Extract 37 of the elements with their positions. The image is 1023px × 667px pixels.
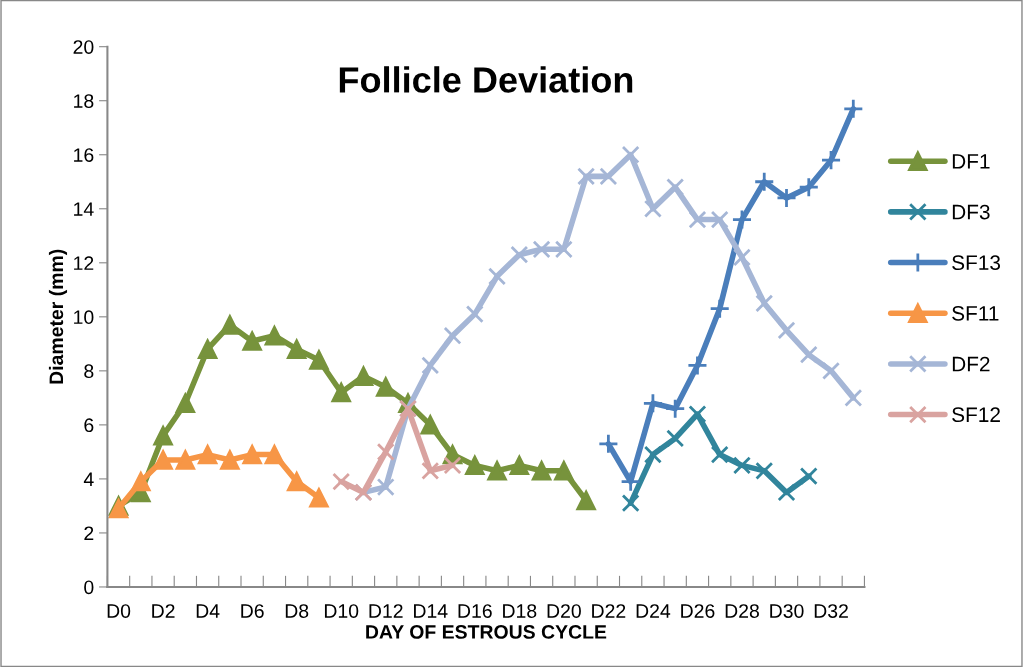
y-tick-label: 20 <box>73 40 94 54</box>
x-tick-label: D30 <box>770 604 804 618</box>
legend-label: DF2 <box>952 356 990 372</box>
x-axis-title: DAY OF ESTROUS CYCLE <box>366 625 607 639</box>
x-tick-label: D22 <box>592 604 626 618</box>
legend-label: SF12 <box>952 407 1000 423</box>
y-tick-label: 18 <box>74 94 94 108</box>
y-tick-label: 6 <box>84 418 94 433</box>
x-tick-label: D8 <box>285 604 309 618</box>
y-tick-label: 2 <box>84 526 94 540</box>
y-tick-label: 16 <box>74 148 94 162</box>
y-tick-label: 8 <box>84 364 94 379</box>
y-tick-label: 14 <box>74 202 94 216</box>
y-tick-label: 4 <box>83 472 94 486</box>
x-tick-label: D4 <box>196 604 220 618</box>
x-tick-label: D14 <box>414 604 448 618</box>
y-tick-label: 10 <box>74 310 94 325</box>
x-tick-label: D24 <box>636 604 671 618</box>
x-tick-label: D6 <box>241 604 264 618</box>
legend-label: SF13 <box>952 255 1001 271</box>
legend-label: SF11 <box>952 305 999 321</box>
x-tick-label: D2 <box>152 604 175 618</box>
y-tick-label: 12 <box>74 256 94 270</box>
chart-title: Follicle Deviation <box>339 66 633 93</box>
legend-label: DF1 <box>952 154 990 169</box>
x-tick-label: D20 <box>547 604 581 618</box>
x-tick-label: D26 <box>681 604 715 618</box>
legend-label: DF3 <box>952 204 990 220</box>
x-tick-label: D18 <box>503 604 537 618</box>
x-tick-label: D10 <box>324 604 359 618</box>
x-tick-label: D0 <box>107 604 131 618</box>
y-tick-label: 0 <box>84 580 94 595</box>
y-axis-title: Diameter (mm) <box>48 249 68 384</box>
x-tick-label: D12 <box>369 604 403 618</box>
x-tick-label: D32 <box>814 604 848 618</box>
x-tick-label: D28 <box>725 604 759 618</box>
x-tick-label: D16 <box>458 604 492 618</box>
